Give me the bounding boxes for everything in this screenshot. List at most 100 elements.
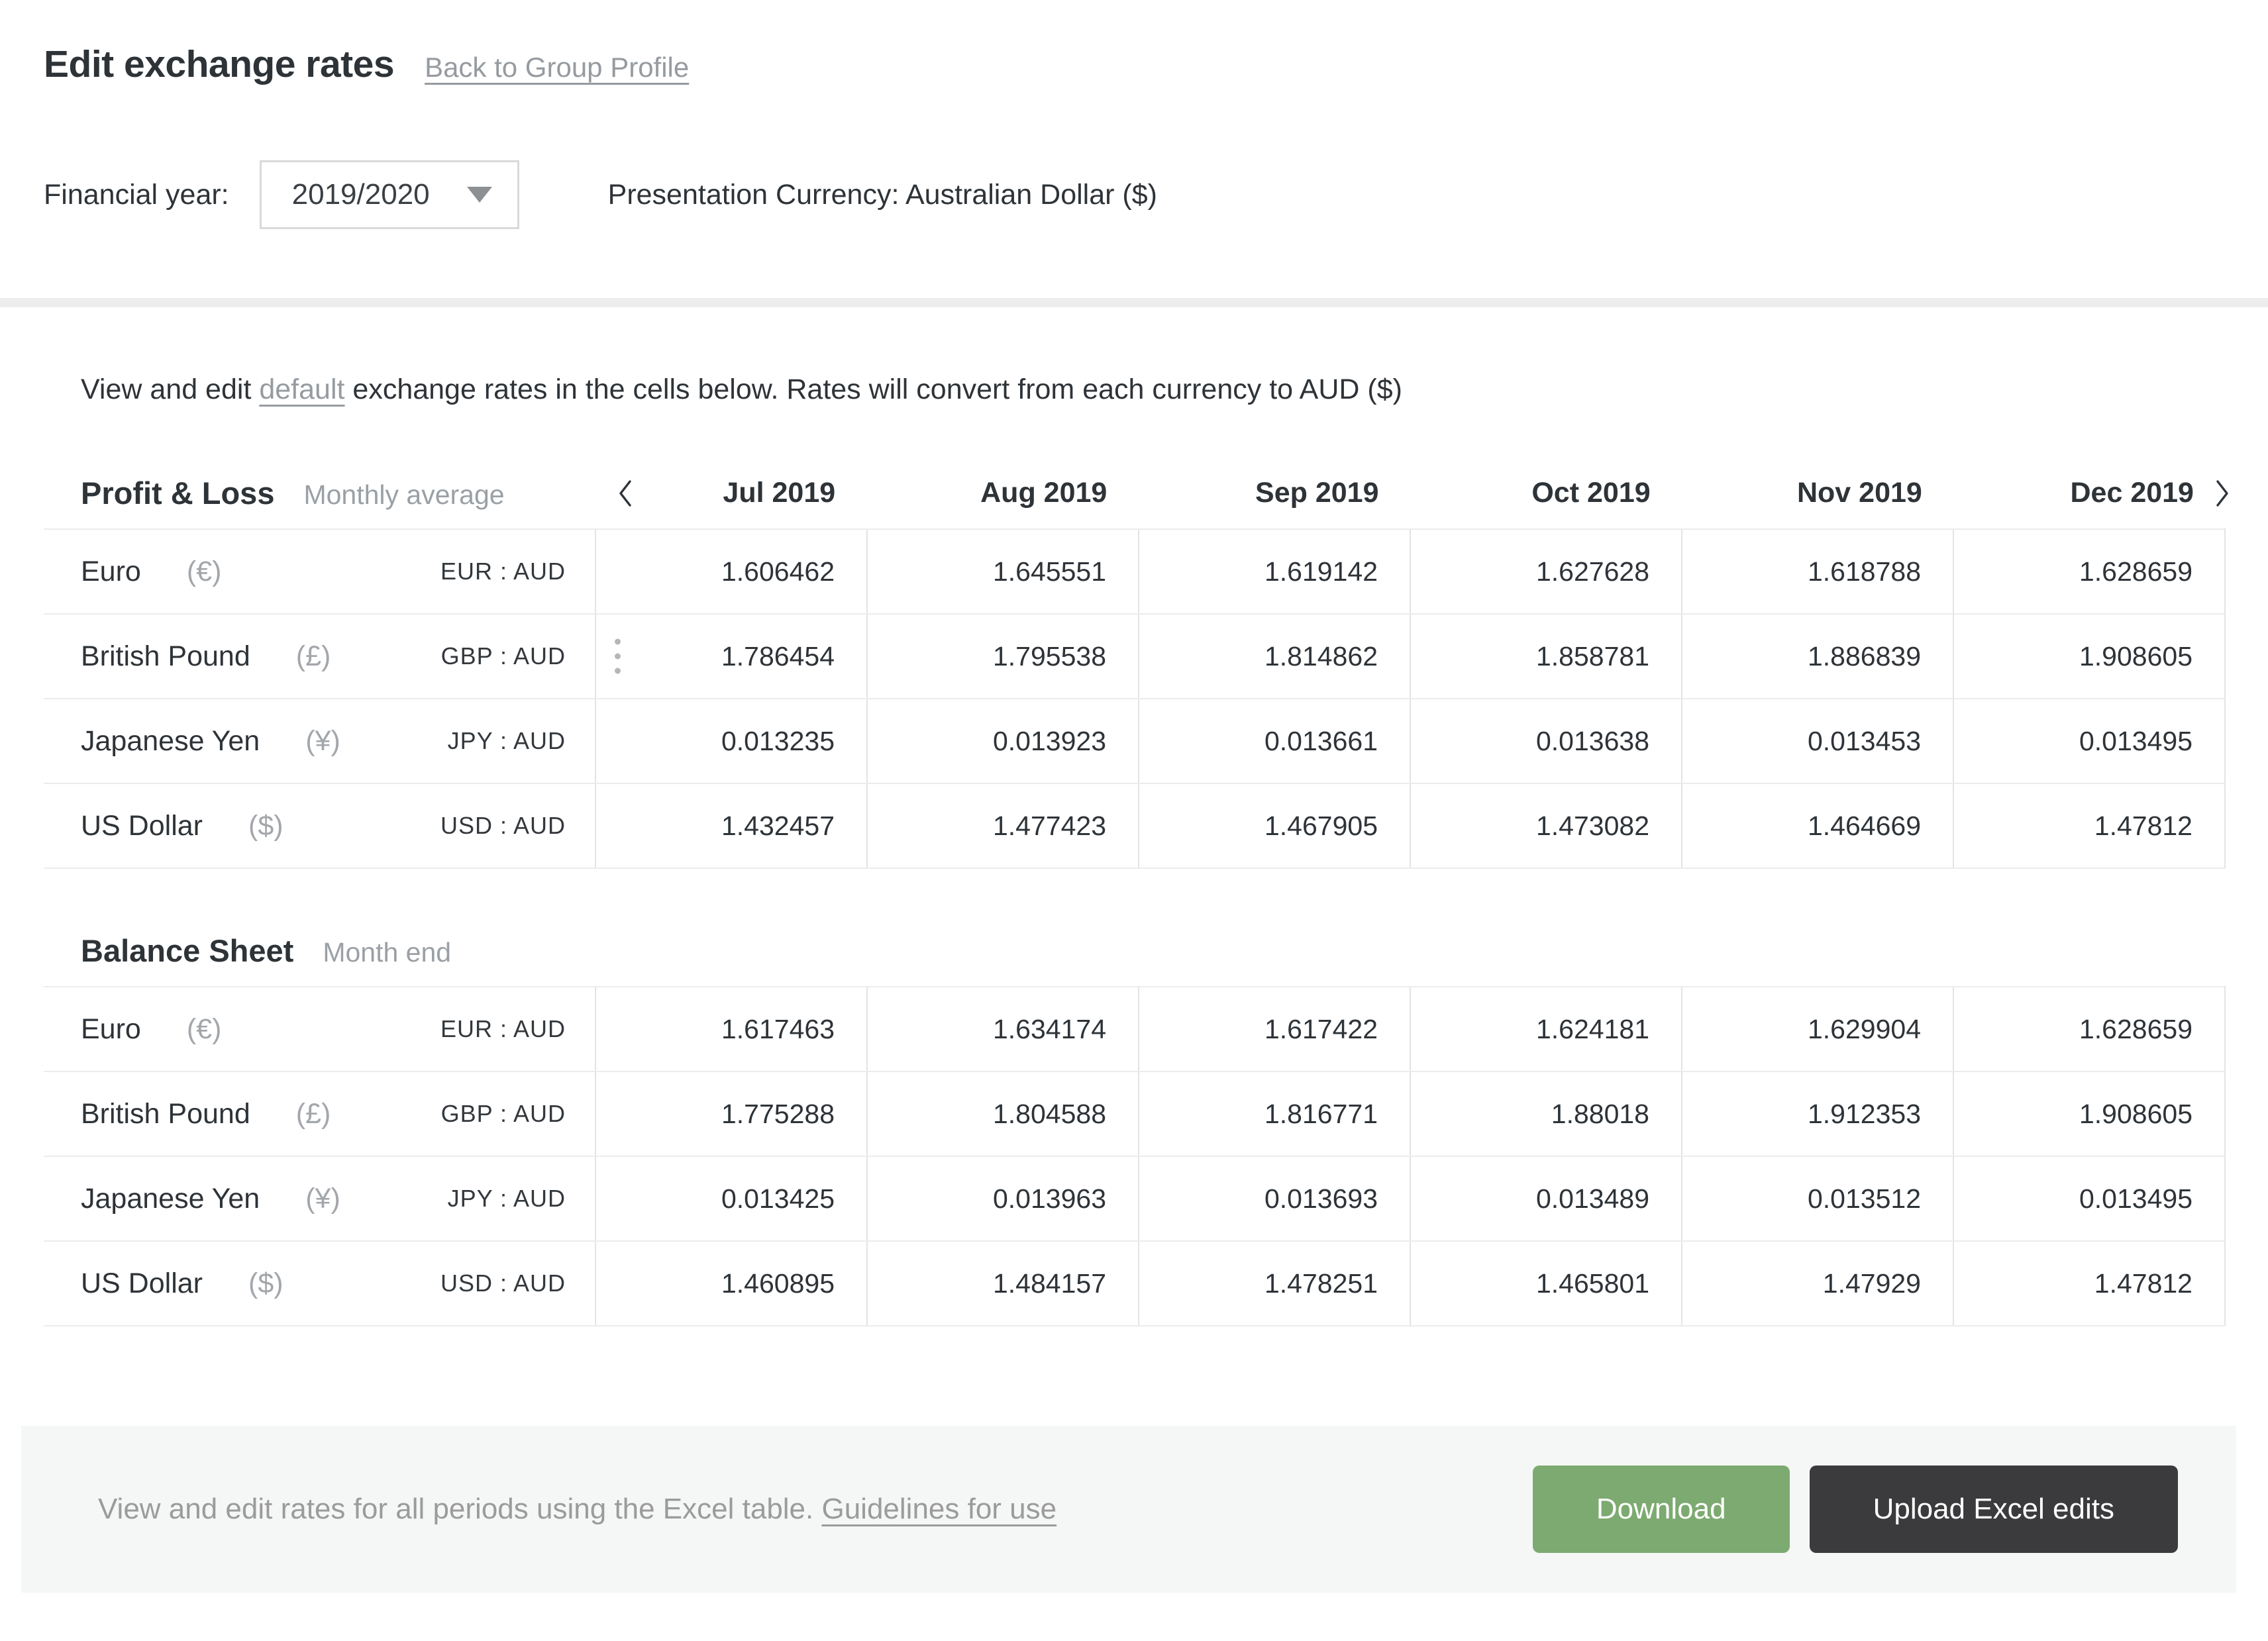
upload-excel-edits-button[interactable]: Upload Excel edits: [1809, 1466, 2178, 1553]
rate-cell[interactable]: 1.886839: [1681, 613, 1953, 699]
rate-cell[interactable]: 1.858781: [1410, 613, 1682, 699]
currency-row-eur: Euro (€) EUR : AUD 1.606462 1.645551 1.6…: [44, 528, 2226, 615]
guidelines-link[interactable]: Guidelines for use: [821, 1493, 1057, 1525]
month-label: Nov 2019: [1796, 477, 1922, 509]
currency-name: British Pound: [81, 1097, 250, 1130]
rate-cell[interactable]: 1.467905: [1138, 783, 1410, 869]
rate-cell[interactable]: 1.478251: [1138, 1240, 1410, 1326]
month-label: Sep 2019: [1255, 477, 1379, 509]
rate-cell[interactable]: 1.814862: [1138, 613, 1410, 699]
rate-cell[interactable]: 1.645551: [866, 528, 1139, 615]
intro-text: View and edit default exchange rates in …: [81, 373, 2226, 406]
pnl-section-subtitle: Monthly average: [303, 479, 505, 510]
month-header-aug: Aug 2019: [867, 477, 1139, 509]
rate-cell[interactable]: 0.013235: [595, 698, 867, 784]
bs-rates-table: Euro (€) EUR : AUD 1.617463 1.634174 1.6…: [44, 986, 2226, 1326]
rate-cell[interactable]: 1.634174: [866, 986, 1139, 1072]
rate-cell[interactable]: 1.628659: [1953, 986, 2226, 1072]
rate-cell[interactable]: 1.908605: [1953, 613, 2226, 699]
currency-symbol: ($): [248, 1267, 284, 1299]
rate-cell[interactable]: 1.617422: [1138, 986, 1410, 1072]
currency-symbol: (¥): [305, 1182, 340, 1215]
download-button[interactable]: Download: [1532, 1466, 1790, 1553]
back-to-group-profile-link[interactable]: Back to Group Profile: [425, 52, 690, 83]
pnl-section-header: Profit & Loss Monthly average Jul 2019 A…: [44, 475, 2228, 511]
currency-name: Euro: [81, 555, 141, 587]
rate-cell[interactable]: 1.816771: [1138, 1071, 1410, 1157]
row-label-cell: Euro (€) EUR : AUD: [44, 528, 595, 615]
financial-year-select[interactable]: 2019/2020: [259, 160, 519, 229]
rate-cell[interactable]: 1.912353: [1681, 1071, 1953, 1157]
footer-text-body: View and edit rates for all periods usin…: [98, 1493, 822, 1525]
rate-cell[interactable]: 0.013495: [1953, 698, 2226, 784]
month-header-sep: Sep 2019: [1139, 477, 1410, 509]
next-months-button[interactable]: [2210, 477, 2235, 509]
rate-cell[interactable]: 1.775288: [595, 1071, 867, 1157]
month-label: Dec 2019: [2070, 477, 2194, 509]
rate-cell[interactable]: 1.627628: [1410, 528, 1682, 615]
currency-pair: EUR : AUD: [440, 558, 566, 585]
rate-cell[interactable]: 0.013693: [1138, 1156, 1410, 1242]
currency-symbol: (£): [295, 640, 331, 672]
rate-cell[interactable]: 0.013425: [595, 1156, 867, 1242]
rate-cell[interactable]: 1.629904: [1681, 986, 1953, 1072]
row-label-cell: US Dollar ($) USD : AUD: [44, 1240, 595, 1326]
financial-year-value: 2019/2020: [291, 178, 430, 211]
rate-cell[interactable]: 0.013638: [1410, 698, 1682, 784]
rate-cell[interactable]: 0.013512: [1681, 1156, 1953, 1242]
rate-cell[interactable]: 1.908605: [1953, 1071, 2226, 1157]
rate-cell[interactable]: 1.477423: [866, 783, 1139, 869]
rate-cell[interactable]: 1.460895: [595, 1240, 867, 1326]
rate-cell[interactable]: 0.013495: [1953, 1156, 2226, 1242]
rate-cell[interactable]: 1.432457: [595, 783, 867, 869]
currency-row-usd: US Dollar ($) USD : AUD 1.460895 1.48415…: [44, 1240, 2226, 1326]
month-label: Jul 2019: [723, 477, 836, 509]
rate-cell[interactable]: 0.013923: [866, 698, 1139, 784]
rate-cell[interactable]: 1.618788: [1681, 528, 1953, 615]
currency-pair: GBP : AUD: [440, 642, 566, 670]
rate-cell[interactable]: 1.628659: [1953, 528, 2226, 615]
rate-cell[interactable]: 1.624181: [1410, 986, 1682, 1072]
currency-row-eur: Euro (€) EUR : AUD 1.617463 1.634174 1.6…: [44, 986, 2226, 1072]
rate-cell[interactable]: 1.484157: [866, 1240, 1139, 1326]
currency-name: British Pound: [81, 640, 250, 672]
bs-section-title: Balance Sheet: [81, 933, 294, 968]
previous-months-button[interactable]: [613, 477, 638, 509]
row-label-cell: Japanese Yen (¥) JPY : AUD: [44, 1156, 595, 1242]
rate-cell[interactable]: 1.617463: [595, 986, 867, 1072]
month-header-oct: Oct 2019: [1410, 477, 1682, 509]
rate-cell[interactable]: 1.88018: [1410, 1071, 1682, 1157]
rate-cell[interactable]: 1.47929: [1681, 1240, 1953, 1326]
currency-name: Euro: [81, 1013, 141, 1045]
header-divider: [0, 298, 2268, 307]
rate-cell[interactable]: 0.013453: [1681, 698, 1953, 784]
intro-text-after: exchange rates in the cells below. Rates…: [344, 373, 1402, 405]
pnl-section-title: Profit & Loss: [81, 475, 275, 511]
rate-cell[interactable]: 1.619142: [1138, 528, 1410, 615]
rate-cell[interactable]: 0.013661: [1138, 698, 1410, 784]
dropdown-arrow-icon: [466, 187, 492, 203]
row-label-cell: Euro (€) EUR : AUD: [44, 986, 595, 1072]
rate-cell[interactable]: 1.47812: [1953, 1240, 2226, 1326]
bs-section-subtitle: Month end: [323, 937, 452, 968]
chevron-left-icon: [613, 477, 638, 509]
main-content: View and edit default exchange rates in …: [0, 373, 2268, 1326]
row-drag-handle-icon[interactable]: [615, 638, 621, 674]
rate-cell[interactable]: 0.013489: [1410, 1156, 1682, 1242]
rate-cell[interactable]: 1.47812: [1953, 783, 2226, 869]
default-rates-link[interactable]: default: [259, 373, 345, 405]
month-label: Aug 2019: [980, 477, 1108, 509]
rate-cell[interactable]: 1.804588: [866, 1071, 1139, 1157]
rate-cell[interactable]: 1.795538: [866, 613, 1139, 699]
rate-cell[interactable]: 1.786454: [595, 613, 867, 699]
month-header-dec: Dec 2019: [1954, 477, 2228, 509]
rate-cell[interactable]: 1.465801: [1410, 1240, 1682, 1326]
presentation-currency-text: Presentation Currency: Australian Dollar…: [607, 178, 1157, 211]
rate-cell[interactable]: 1.606462: [595, 528, 867, 615]
financial-year-label: Financial year:: [44, 178, 229, 211]
currency-name: US Dollar: [81, 809, 203, 842]
currency-symbol: (€): [186, 1013, 222, 1045]
rate-cell[interactable]: 1.473082: [1410, 783, 1682, 869]
rate-cell[interactable]: 0.013963: [866, 1156, 1139, 1242]
rate-cell[interactable]: 1.464669: [1681, 783, 1953, 869]
